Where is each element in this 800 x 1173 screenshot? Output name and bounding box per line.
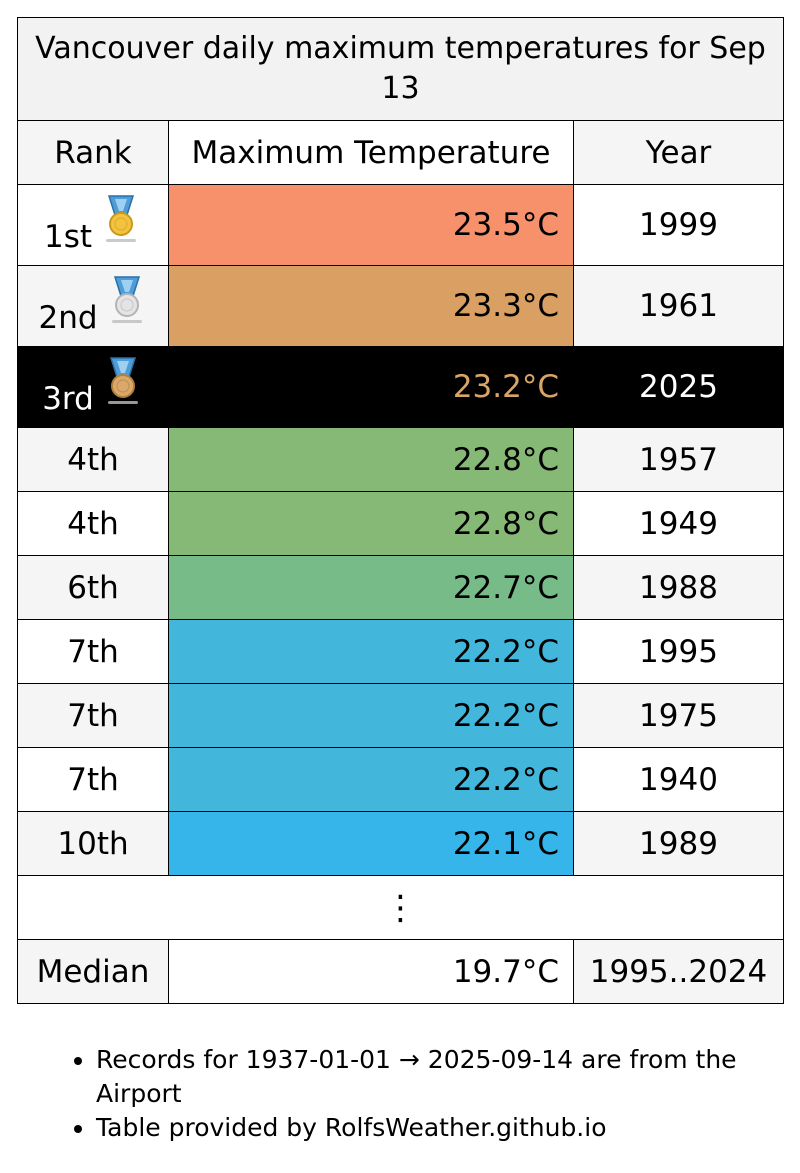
temperature-cell: 23.5°C [168,184,574,266]
rank-cell: 4th [17,491,169,556]
rank-cell: 3rd [17,346,169,428]
rank-cell: 7th [17,747,169,812]
rank-label: 6th [67,569,119,606]
table-title: Vancouver daily maximum temperatures for… [17,17,784,121]
median-temp: 19.7°C [168,939,574,1004]
rank-label: 7th [67,697,119,734]
table-row: 4th 22.8°C 1957 [17,427,784,492]
temperature-cell: 23.3°C [168,265,574,347]
records-table: Vancouver daily maximum temperatures for… [17,17,784,1004]
year-cell: 1957 [573,427,784,492]
temperature-cell: 23.2°C [168,346,574,428]
table-row: 7th 22.2°C 1995 [17,619,784,684]
rank-label: 10th [57,825,129,862]
rank-cell: 1st [17,184,169,266]
rank-header: Rank [17,120,169,185]
silver-medal-icon [111,276,142,323]
rank-cell: 6th [17,555,169,620]
temperature-cell: 22.7°C [168,555,574,620]
rank-cell: 2nd [17,265,169,347]
temperature-cell: 22.8°C [168,427,574,492]
temperature-cell: 22.8°C [168,491,574,556]
median-years: 1995..2024 [573,939,784,1004]
notes-list: Records for 1937-01-01 → 2025-09-14 are … [50,1043,796,1145]
rank-label: 7th [67,633,119,670]
table-row: 7th 22.2°C 1975 [17,683,784,748]
table-row: 2nd 23.3°C 1961 [17,265,784,347]
rank-label: 2nd [38,300,98,336]
rank-cell: 7th [17,683,169,748]
year-cell: 1940 [573,747,784,812]
rank-label: 4th [67,441,119,478]
bronze-medal-icon [107,357,138,404]
temperature-cell: 22.2°C [168,747,574,812]
median-row: Median 19.7°C 1995..2024 [17,939,784,1004]
rank-cell: 4th [17,427,169,492]
table-row: 4th 22.8°C 1949 [17,491,784,556]
temp-header: Maximum Temperature [168,120,574,185]
rank-label: 7th [67,761,119,798]
year-cell: 1961 [573,265,784,347]
header-row: Rank Maximum Temperature Year [17,120,784,185]
table-body: 1st 23.5°C 1999 2nd 23.3°C 1961 3rd 23.2°C 2025 4… [17,184,784,876]
year-cell: 1989 [573,811,784,876]
rank-label: 4th [67,505,119,542]
table-row: 3rd 23.2°C 2025 [17,346,784,428]
year-cell: 1975 [573,683,784,748]
rank-cell: 7th [17,619,169,684]
table-row: 10th 22.1°C 1989 [17,811,784,876]
table-row: 6th 22.7°C 1988 [17,555,784,620]
median-label: Median [17,939,169,1004]
note-source: Records for 1937-01-01 → 2025-09-14 are … [96,1043,796,1111]
table-row: 1st 23.5°C 1999 [17,184,784,266]
rank-label: 1st [43,219,93,255]
ellipsis-row: ⋮ [17,875,784,940]
rank-label: 3rd [42,381,94,417]
temperature-cell: 22.2°C [168,619,574,684]
year-cell: 1949 [573,491,784,556]
table-row: 7th 22.2°C 1940 [17,747,784,812]
gold-medal-icon [106,195,137,242]
temperature-cell: 22.1°C [168,811,574,876]
year-cell: 2025 [573,346,784,428]
year-header: Year [573,120,784,185]
year-cell: 1999 [573,184,784,266]
year-cell: 1995 [573,619,784,684]
year-cell: 1988 [573,555,784,620]
rank-cell: 10th [17,811,169,876]
note-provider: Table provided by RolfsWeather.github.io [96,1111,796,1145]
temperature-cell: 22.2°C [168,683,574,748]
